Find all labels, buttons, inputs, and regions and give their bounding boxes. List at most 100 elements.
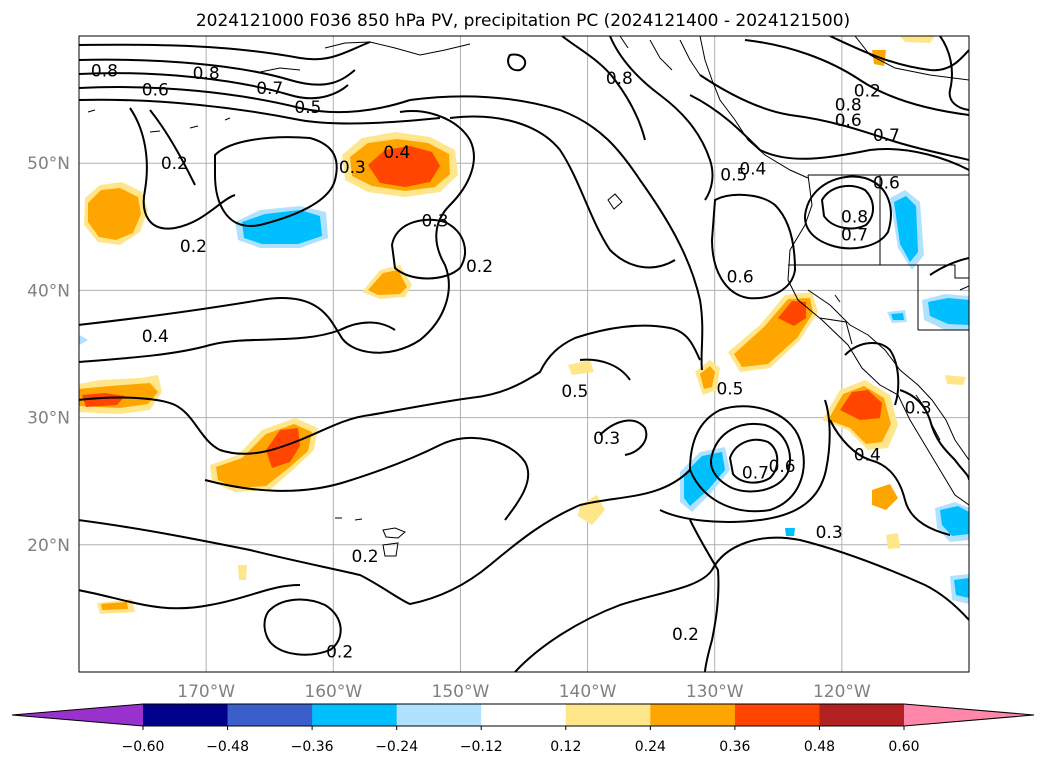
colorbar: −0.60 −0.48 −0.36 −0.24 −0.12 0.12 0.24 0.36 0.4… [11,703,1035,755]
precip-patch [368,146,440,187]
precip-patch [940,506,969,536]
lon-tick-label: 130°W [686,682,744,702]
pv-contour [710,422,791,493]
precip-patch [700,366,715,389]
colorbar-tick-label: 0.24 [635,739,666,755]
pv-contour [204,436,530,521]
contour-label: 0.2 [180,237,207,257]
lon-tick-label: 170°W [177,682,235,702]
lat-tick-label: 30°N [27,409,70,429]
pv-contour [820,184,874,230]
contour-label: 0.6 [873,173,900,193]
precip-patch [886,533,900,549]
precip-patch [88,188,141,240]
precip-patch [900,36,935,43]
contour-label: 0.3 [905,398,932,418]
colorbar-tick-label: −0.24 [375,739,418,755]
pv-contour [689,519,720,672]
colorbar-tick-label: 0.60 [888,739,919,755]
pv-contour [409,95,704,371]
contour-labels: 0.8 0.80.6 0.70.50.40.30.20.30.20.20.40.80… [91,61,932,662]
colorbar-segment [312,704,398,726]
precip-patch [242,210,322,244]
pv-contour [79,469,691,606]
contour-label: 0.2 [854,82,881,102]
map-frame [78,35,970,673]
colorbar-segment [227,704,313,726]
coastline [259,41,471,73]
lat-tick-label: 50°N [27,154,70,174]
coastline [87,109,231,133]
contour-label: 0.8 [606,69,633,89]
contour-label: 0.3 [816,523,843,543]
colorbar-segment [143,704,229,726]
precip-patch [568,360,594,375]
coastline [787,174,969,506]
contour-label: 0.7 [873,126,900,146]
contour-label: 0.6 [142,80,169,100]
pv-contour [688,405,805,513]
coastline [854,36,969,81]
precip-patch [82,393,125,407]
contour-label: 0.8 [91,61,118,81]
contour-label: 0.2 [466,257,493,277]
pv-contour [214,136,338,227]
lon-tick-label: 150°W [432,682,490,702]
contour-label: 0.5 [561,382,588,402]
contour-label: 0.8 [841,208,868,228]
pv-contour [561,36,646,141]
pv-contour [149,109,196,186]
pv-contour [744,39,969,116]
precip-patch [840,390,882,420]
pv-contour [79,41,371,61]
precip-patch [684,452,725,506]
pv-contour [804,175,892,250]
pv-contour [829,36,969,72]
map-area: 0.8 0.80.6 0.70.50.40.30.20.30.20.20.40.80… [79,36,969,672]
contour-label: 0.5 [294,98,321,118]
contour-label: 0.3 [593,429,620,449]
precip-patch [872,484,898,510]
pv-contour [829,419,951,536]
precip-patch [891,313,904,320]
colorbar-segment [481,704,567,726]
lat-tick-label: 40°N [27,281,70,301]
coastline [335,517,406,557]
precip-patch [778,301,806,326]
pv-contour [507,53,527,72]
colorbar-tick-label: 0.12 [550,739,581,755]
pv-contour [728,438,779,484]
pv-contour [929,257,969,276]
pv-contour [79,396,471,455]
pv-contours [79,36,969,672]
precip-patch [954,578,969,598]
pv-contour [79,86,411,114]
contour-label: 0.6 [835,111,862,131]
colorbar-tick-label: 0.36 [719,739,750,755]
precip-shading [79,36,969,614]
precip-patch [266,428,300,468]
colorbar-segment [650,704,736,726]
colorbar-tick-label: −0.48 [206,739,249,755]
coastlines [87,36,969,557]
map-title: 2024121000 F036 850 hPa PV, precipitatio… [196,11,850,31]
pv-contour [579,358,631,381]
colorbar-segment [819,704,905,726]
pv-contour [514,536,969,672]
contour-label: 0.7 [256,79,283,99]
precip-patch [368,270,407,295]
contour-label: 0.8 [193,64,220,84]
pv-contour [699,74,969,161]
contour-label: 0.4 [383,143,410,163]
precip-patch [785,528,795,536]
pv-contour [689,94,969,171]
colorbar-segment [734,704,820,726]
contour-label: 0.2 [161,154,188,174]
axis-tick-labels: 170°W 160°W 150°W 140°W 130°W 120°W 20°N 30°N 40… [27,154,871,702]
colorbar-extend-high [904,704,1034,726]
pv-contour [599,419,648,456]
pv-contour [79,58,356,86]
colorbar-tick-label: −0.36 [291,739,334,755]
precip-patch [894,196,918,262]
